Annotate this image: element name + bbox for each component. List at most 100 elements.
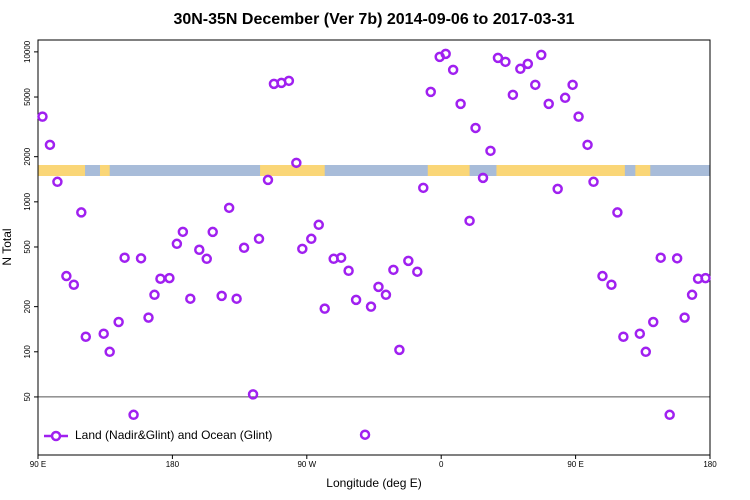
x-tick-label: 90 W [297,460,316,469]
point [573,111,584,122]
x-tick-label: 180 [166,460,180,469]
point [194,244,205,256]
point [500,56,511,68]
point [291,157,302,169]
y-tick-label: 5000 [23,88,32,106]
point [606,279,617,290]
point [640,346,652,358]
x-tick-label: 180 [703,460,717,469]
point [319,303,330,314]
y-tick-label: 500 [23,240,32,254]
point [492,52,504,64]
point [470,122,481,134]
point [104,346,115,358]
point [515,63,526,75]
point [567,79,578,91]
point [597,270,608,282]
point [119,252,130,263]
point [247,389,259,400]
point [262,174,274,186]
x-axis-label: Longitude (deg E) [326,476,421,490]
point [143,312,154,323]
point [686,289,698,301]
point [543,98,554,110]
point [98,328,109,339]
point [664,409,675,421]
point [177,226,189,238]
point [536,49,547,61]
x-tick-label: 90 E [30,460,46,469]
y-tick-label: 200 [23,299,32,313]
point [185,293,196,304]
land-band [260,165,325,176]
y-tick-label: 2000 [23,147,32,165]
point [52,176,63,188]
point [485,145,496,157]
point [671,253,683,264]
point [223,202,235,214]
point [679,312,690,323]
point [155,273,166,284]
point [612,207,623,218]
y-axis-label: N Total [0,228,14,265]
point [306,233,317,245]
point [283,75,295,87]
point [477,172,489,184]
point [618,331,629,342]
point [648,316,659,328]
point [253,233,265,245]
point [297,243,308,255]
land-band [635,165,651,176]
point [313,219,324,231]
point [447,64,459,76]
point [68,279,80,290]
point [582,139,593,151]
point [380,289,392,301]
land-band [99,165,110,176]
point [388,264,399,276]
land-band [496,165,625,176]
point [634,328,646,339]
point [412,266,423,277]
chart-title: 30N-35N December (Ver 7b) 2014-09-06 to … [173,11,574,28]
y-tick-label: 50 [23,392,32,401]
point [76,207,87,218]
point [403,255,414,267]
point [440,48,451,60]
point [507,89,519,101]
point [559,92,571,104]
point [80,331,92,342]
point [373,281,384,293]
point [394,344,405,356]
point [135,253,147,264]
point [335,252,347,263]
point [61,270,72,282]
x-tick-label: 0 [439,460,444,469]
legend-marker [50,430,62,442]
y-tick-label: 10000 [23,40,32,63]
point [522,58,534,70]
point [455,98,466,110]
point [343,265,354,277]
y-tick-label: 100 [23,345,32,359]
point [207,226,218,238]
x-tick-label: 90 E [567,460,583,469]
point [171,238,183,250]
point [37,111,48,122]
land-band [38,165,86,176]
point [425,86,436,98]
point [216,290,227,302]
point [464,215,475,227]
land-band [427,165,470,176]
point [113,316,124,328]
point [231,293,242,304]
y-tick-label: 1000 [23,192,32,210]
point [149,289,160,301]
point [359,429,371,440]
point [530,79,541,91]
point [700,272,711,284]
point [201,253,212,265]
plot-frame [37,39,711,456]
point [655,252,666,263]
